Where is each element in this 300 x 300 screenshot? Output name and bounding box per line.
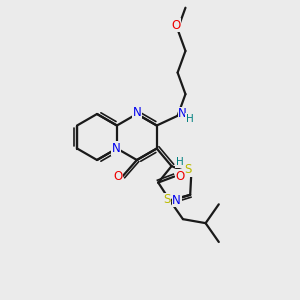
- Text: N: N: [112, 142, 120, 155]
- Text: O: O: [171, 19, 180, 32]
- Text: S: S: [184, 163, 192, 176]
- Text: O: O: [113, 170, 122, 184]
- Text: N: N: [133, 106, 141, 119]
- Text: H: H: [186, 114, 194, 124]
- Text: N: N: [172, 194, 181, 207]
- Text: S: S: [164, 193, 171, 206]
- Text: N: N: [178, 107, 187, 120]
- Text: O: O: [176, 170, 185, 183]
- Text: H: H: [176, 157, 183, 167]
